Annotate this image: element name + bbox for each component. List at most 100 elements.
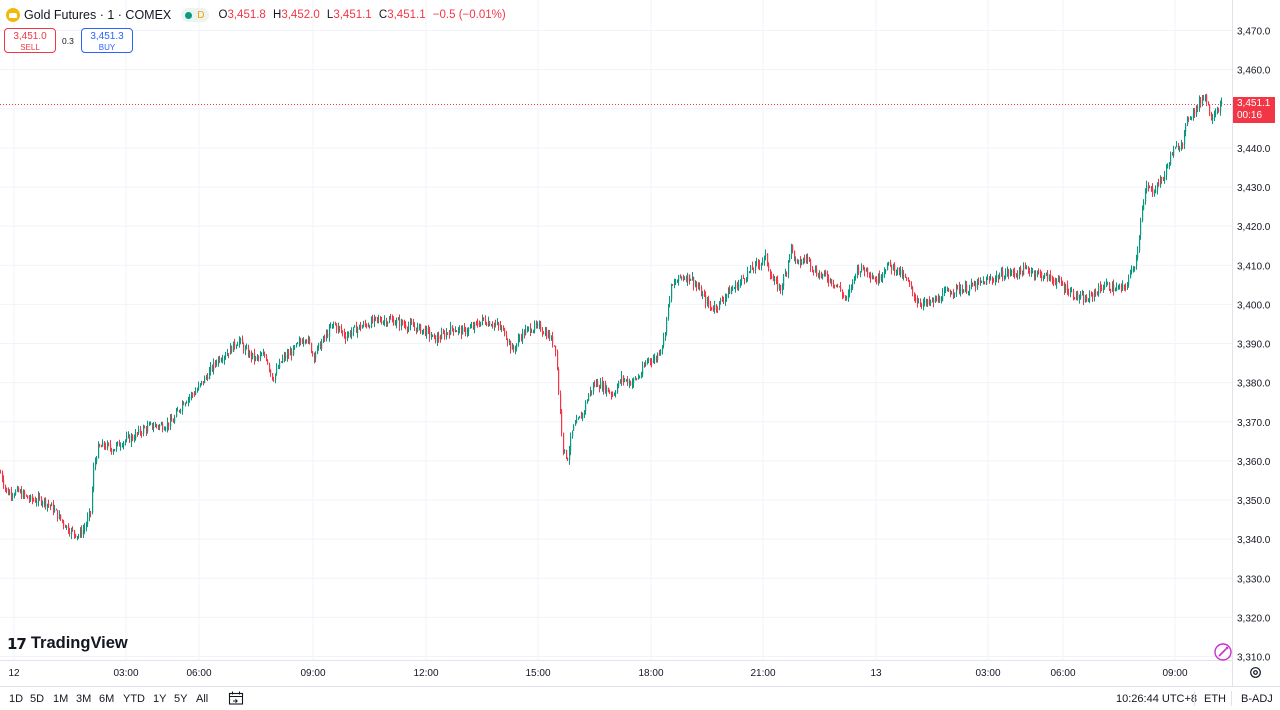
candle — [443, 328, 445, 335]
candle — [1059, 275, 1061, 284]
candle — [822, 273, 824, 280]
candle — [785, 268, 787, 277]
candle — [813, 269, 815, 276]
tradingview-logo[interactable]: 17 TradingView — [7, 634, 128, 653]
candle — [381, 316, 383, 325]
candle — [962, 284, 964, 295]
candle — [663, 332, 665, 349]
gold-symbol-icon — [6, 8, 20, 22]
timeframe-3m[interactable]: 3M — [76, 693, 92, 705]
price-axis[interactable]: 3,310.0 3,320.0 3,330.0 3,340.0 3,350.0 3,360… — [1232, 0, 1271, 686]
candle — [818, 272, 820, 279]
candle — [71, 527, 73, 540]
buy-button[interactable]: 3,451.3 BUY — [81, 28, 133, 53]
candle — [372, 314, 374, 324]
candle — [254, 348, 256, 365]
candle — [1142, 205, 1144, 223]
candle — [102, 439, 104, 447]
candle — [122, 443, 124, 448]
last-price-value: 3,451.1 — [1237, 98, 1271, 109]
candle — [9, 489, 11, 496]
go-to-date-calendar-icon[interactable] — [228, 691, 244, 705]
candle — [522, 328, 524, 344]
magic-wand-icon[interactable] — [1213, 642, 1233, 662]
timeframe-1m[interactable]: 1M — [53, 693, 69, 705]
candle — [821, 271, 823, 279]
candle — [1067, 280, 1069, 295]
candle — [1040, 269, 1042, 278]
candle — [6, 487, 8, 494]
candle — [1041, 271, 1043, 282]
timeframe-1d[interactable]: 1D — [9, 693, 24, 705]
candle — [902, 266, 904, 279]
candle — [632, 378, 634, 389]
candle — [828, 274, 830, 287]
time-axis[interactable]: 12 03:00 06:00 09:00 12:00 15:00 18:00 21:00 13 0… — [0, 660, 1232, 680]
y-tick-label: 3,390.0 — [1237, 340, 1271, 351]
candle — [536, 320, 538, 329]
candle — [462, 325, 464, 335]
candle — [1106, 278, 1108, 288]
candle — [516, 343, 518, 352]
candle — [939, 295, 941, 304]
candle — [309, 336, 311, 345]
candle — [1001, 267, 1003, 277]
candle — [489, 320, 491, 327]
symbol-title[interactable]: Gold Futures · 1 · COMEX — [24, 8, 172, 22]
candle — [921, 302, 923, 310]
candle — [653, 354, 655, 364]
candle — [365, 319, 367, 328]
candle — [263, 348, 265, 356]
candle — [108, 442, 110, 447]
candle — [803, 257, 805, 265]
candle — [636, 377, 638, 381]
candle — [978, 277, 980, 286]
candle — [1073, 288, 1075, 301]
extended-hours-toggle[interactable]: ETH — [1204, 693, 1226, 705]
candle — [909, 279, 911, 287]
candle — [890, 259, 892, 267]
candle — [690, 278, 692, 282]
candle — [584, 410, 586, 418]
candle — [1211, 111, 1213, 121]
timeframe-1y[interactable]: 1Y — [153, 693, 167, 705]
candle — [585, 400, 587, 415]
candle — [569, 445, 571, 465]
timeframe-all[interactable]: All — [196, 693, 209, 705]
candle — [1218, 107, 1220, 113]
candle — [693, 276, 695, 291]
candle — [1013, 268, 1015, 278]
candle — [33, 497, 35, 502]
ohlc-high-value: 3,452.0 — [281, 9, 320, 21]
timeframe-ytd[interactable]: YTD — [123, 693, 145, 705]
sell-button[interactable]: 3,451.0 SELL — [4, 28, 56, 53]
candle — [1077, 290, 1079, 301]
session-clock[interactable]: 10:26:44 UTC+8 — [1116, 693, 1198, 705]
candle — [423, 328, 425, 335]
candle — [311, 342, 313, 354]
settings-gear-icon[interactable] — [1249, 666, 1262, 679]
candle — [899, 267, 901, 276]
candle — [197, 387, 199, 393]
candle — [927, 298, 929, 307]
candle — [270, 369, 272, 377]
candle — [455, 326, 457, 333]
timeframe-5d[interactable]: 5D — [30, 693, 45, 705]
candle — [1173, 145, 1175, 158]
candle — [573, 424, 575, 432]
back-adjust-toggle[interactable]: B-ADJ — [1241, 693, 1273, 705]
y-tick-label: 3,370.0 — [1237, 418, 1271, 429]
candle — [768, 262, 770, 272]
candle — [1164, 170, 1166, 184]
x-tick-label: 18:00 — [638, 668, 663, 679]
timeframe-6m[interactable]: 6M — [99, 693, 115, 705]
market-status-badge[interactable]: D — [181, 8, 209, 22]
candle — [542, 326, 544, 337]
price-chart[interactable]: 3,310.0 3,320.0 3,330.0 3,340.0 3,350.0 3,360… — [0, 0, 1280, 686]
timeframe-5y[interactable]: 5Y — [174, 693, 188, 705]
candle — [240, 337, 242, 345]
candle — [873, 275, 875, 280]
candle — [1023, 262, 1025, 276]
candle — [930, 299, 932, 307]
candle — [281, 361, 283, 363]
